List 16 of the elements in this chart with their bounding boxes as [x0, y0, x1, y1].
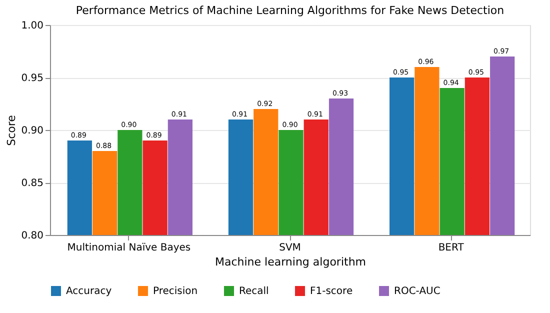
y-tick-label: 0.95 — [21, 73, 44, 84]
y-tick-label: 0.90 — [21, 126, 44, 136]
x-axis-title: Machine learning algorithm — [214, 256, 366, 268]
legend-label: ROC-AUC — [394, 286, 440, 297]
x-tick-label: BERT — [438, 242, 465, 254]
chart-title: Performance Metrics of Machine Learning Algorithms for Fake News Detection — [76, 4, 504, 17]
x-tick-label: Multinomial Naïve Bayes — [67, 242, 191, 254]
y-tick-label: 1.00 — [21, 20, 44, 32]
legend-label: Precision — [153, 286, 198, 297]
legend-label: Recall — [239, 286, 269, 297]
y-axis-title: Score — [5, 114, 18, 146]
legend-label: Accuracy — [66, 286, 112, 297]
legend-label: F1-score — [310, 286, 353, 297]
y-tick-label: 0.80 — [21, 230, 44, 242]
y-tick-label: 0.85 — [21, 178, 44, 189]
x-tick-label: SVM — [279, 242, 301, 254]
